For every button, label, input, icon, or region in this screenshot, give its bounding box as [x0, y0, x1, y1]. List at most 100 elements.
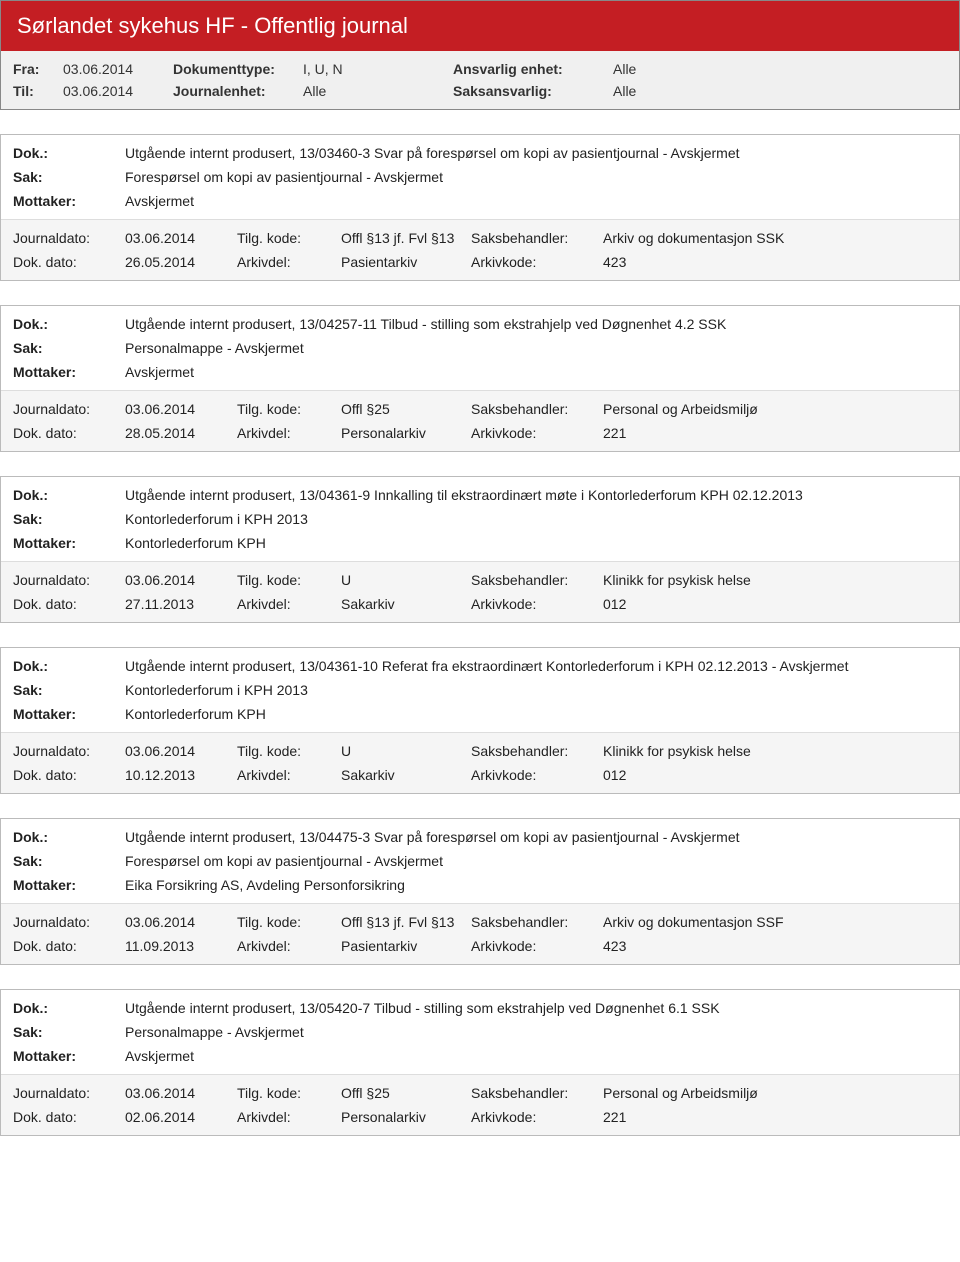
arkivkode-label: Arkivkode:: [471, 254, 603, 270]
journaldato-value: 03.06.2014: [125, 230, 237, 246]
dok-label: Dok.:: [13, 487, 125, 503]
mottaker-label: Mottaker:: [13, 193, 125, 209]
saksbehandler-label: Saksbehandler:: [471, 1085, 603, 1101]
saksansvarlig-label: Saksansvarlig:: [453, 83, 613, 99]
sak-row: Sak: Forespørsel om kopi av pasientjourn…: [13, 169, 947, 185]
meta-row-1: Journaldato: 03.06.2014 Tilg. kode: U Sa…: [13, 743, 947, 759]
tilgkode-value: Offl §25: [341, 401, 471, 417]
saksbehandler-value: Klinikk for psykisk helse: [603, 572, 751, 588]
arkivdel-label: Arkivdel:: [237, 938, 341, 954]
dok-row: Dok.: Utgående internt produsert, 13/044…: [13, 829, 947, 845]
saksbehandler-value: Personal og Arbeidsmiljø: [603, 1085, 758, 1101]
sak-value: Forespørsel om kopi av pasientjournal - …: [125, 169, 947, 185]
entry-meta: Journaldato: 03.06.2014 Tilg. kode: U Sa…: [1, 561, 959, 622]
dok-row: Dok.: Utgående internt produsert, 13/043…: [13, 658, 947, 674]
mottaker-label: Mottaker:: [13, 877, 125, 893]
sak-label: Sak:: [13, 1024, 125, 1040]
arkivkode-value: 012: [603, 767, 626, 783]
sak-row: Sak: Kontorlederforum i KPH 2013: [13, 511, 947, 527]
meta-row-2: Dok. dato: 27.11.2013 Arkivdel: Sakarkiv…: [13, 596, 947, 612]
journaldato-value: 03.06.2014: [125, 914, 237, 930]
sak-value: Personalmappe - Avskjermet: [125, 340, 947, 356]
dokdato-label: Dok. dato:: [13, 938, 125, 954]
sak-label: Sak:: [13, 340, 125, 356]
arkivdel-value: Personalarkiv: [341, 425, 471, 441]
arkivkode-label: Arkivkode:: [471, 1109, 603, 1125]
arkivdel-value: Pasientarkiv: [341, 938, 471, 954]
mottaker-value: Avskjermet: [125, 193, 947, 209]
journaldato-value: 03.06.2014: [125, 1085, 237, 1101]
journal-entry: Dok.: Utgående internt produsert, 13/043…: [0, 476, 960, 623]
dokdato-value: 11.09.2013: [125, 938, 237, 954]
dok-row: Dok.: Utgående internt produsert, 13/042…: [13, 316, 947, 332]
sak-row: Sak: Personalmappe - Avskjermet: [13, 340, 947, 356]
mottaker-label: Mottaker:: [13, 1048, 125, 1064]
entry-body: Dok.: Utgående internt produsert, 13/043…: [1, 648, 959, 732]
journaldato-label: Journaldato:: [13, 1085, 125, 1101]
arkivkode-label: Arkivkode:: [471, 596, 603, 612]
til-label: Til:: [13, 83, 63, 99]
meta-row-2: Dok. dato: 02.06.2014 Arkivdel: Personal…: [13, 1109, 947, 1125]
journaldato-label: Journaldato:: [13, 401, 125, 417]
dokdato-value: 28.05.2014: [125, 425, 237, 441]
journaldato-label: Journaldato:: [13, 572, 125, 588]
dok-value: Utgående internt produsert, 13/03460-3 S…: [125, 145, 947, 161]
ansvarlig-value: Alle: [613, 61, 636, 77]
meta-row-1: Journaldato: 03.06.2014 Tilg. kode: Offl…: [13, 914, 947, 930]
journalenhet-value: Alle: [303, 83, 453, 99]
dokdato-label: Dok. dato:: [13, 596, 125, 612]
journaldato-label: Journaldato:: [13, 230, 125, 246]
sak-label: Sak:: [13, 511, 125, 527]
sak-row: Sak: Kontorlederforum i KPH 2013: [13, 682, 947, 698]
arkivdel-label: Arkivdel:: [237, 1109, 341, 1125]
mottaker-row: Mottaker: Kontorlederforum KPH: [13, 706, 947, 722]
dokdato-label: Dok. dato:: [13, 425, 125, 441]
doktype-value: I, U, N: [303, 61, 453, 77]
dok-row: Dok.: Utgående internt produsert, 13/043…: [13, 487, 947, 503]
doktype-label: Dokumenttype:: [173, 61, 303, 77]
dok-label: Dok.:: [13, 658, 125, 674]
journaldato-value: 03.06.2014: [125, 743, 237, 759]
dokdato-value: 02.06.2014: [125, 1109, 237, 1125]
arkivdel-label: Arkivdel:: [237, 596, 341, 612]
arkivdel-value: Personalarkiv: [341, 1109, 471, 1125]
sak-row: Sak: Forespørsel om kopi av pasientjourn…: [13, 853, 947, 869]
sak-label: Sak:: [13, 682, 125, 698]
mottaker-value: Eika Forsikring AS, Avdeling Personforsi…: [125, 877, 947, 893]
dok-value: Utgående internt produsert, 13/04257-11 …: [125, 316, 947, 332]
journal-entry: Dok.: Utgående internt produsert, 13/043…: [0, 647, 960, 794]
entry-meta: Journaldato: 03.06.2014 Tilg. kode: Offl…: [1, 390, 959, 451]
dok-value: Utgående internt produsert, 13/04361-10 …: [125, 658, 947, 674]
journal-entry: Dok.: Utgående internt produsert, 13/042…: [0, 305, 960, 452]
tilgkode-label: Tilg. kode:: [237, 914, 341, 930]
tilgkode-value: U: [341, 743, 471, 759]
dok-value: Utgående internt produsert, 13/04475-3 S…: [125, 829, 947, 845]
meta-row-2: Dok. dato: 28.05.2014 Arkivdel: Personal…: [13, 425, 947, 441]
tilgkode-value: Offl §13 jf. Fvl §13: [341, 914, 471, 930]
ansvarlig-label: Ansvarlig enhet:: [453, 61, 613, 77]
dokdato-label: Dok. dato:: [13, 767, 125, 783]
entry-meta: Journaldato: 03.06.2014 Tilg. kode: Offl…: [1, 903, 959, 964]
arkivkode-value: 221: [603, 425, 626, 441]
entry-body: Dok.: Utgående internt produsert, 13/034…: [1, 135, 959, 219]
tilgkode-value: U: [341, 572, 471, 588]
saksbehandler-label: Saksbehandler:: [471, 230, 603, 246]
sak-value: Personalmappe - Avskjermet: [125, 1024, 947, 1040]
meta-row-2: Dok. dato: 26.05.2014 Arkivdel: Pasienta…: [13, 254, 947, 270]
saksbehandler-label: Saksbehandler:: [471, 572, 603, 588]
dok-label: Dok.:: [13, 316, 125, 332]
dok-row: Dok.: Utgående internt produsert, 13/054…: [13, 1000, 947, 1016]
saksbehandler-label: Saksbehandler:: [471, 743, 603, 759]
saksbehandler-value: Arkiv og dokumentasjon SSF: [603, 914, 784, 930]
arkivkode-label: Arkivkode:: [471, 938, 603, 954]
arkivdel-label: Arkivdel:: [237, 425, 341, 441]
filter-row-1: Fra: 03.06.2014 Dokumenttype: I, U, N An…: [13, 61, 947, 77]
filter-row-2: Til: 03.06.2014 Journalenhet: Alle Saksa…: [13, 83, 947, 99]
entry-body: Dok.: Utgående internt produsert, 13/042…: [1, 306, 959, 390]
arkivdel-value: Pasientarkiv: [341, 254, 471, 270]
saksbehandler-label: Saksbehandler:: [471, 914, 603, 930]
arkivkode-value: 423: [603, 938, 626, 954]
arkivkode-value: 423: [603, 254, 626, 270]
tilgkode-value: Offl §25: [341, 1085, 471, 1101]
saksbehandler-label: Saksbehandler:: [471, 401, 603, 417]
